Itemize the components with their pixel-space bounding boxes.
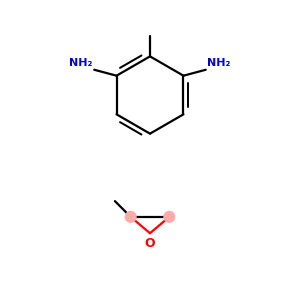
Circle shape [164,212,175,222]
Text: NH₂: NH₂ [207,58,231,68]
Text: O: O [145,237,155,250]
Circle shape [125,212,136,222]
Text: NH₂: NH₂ [69,58,93,68]
